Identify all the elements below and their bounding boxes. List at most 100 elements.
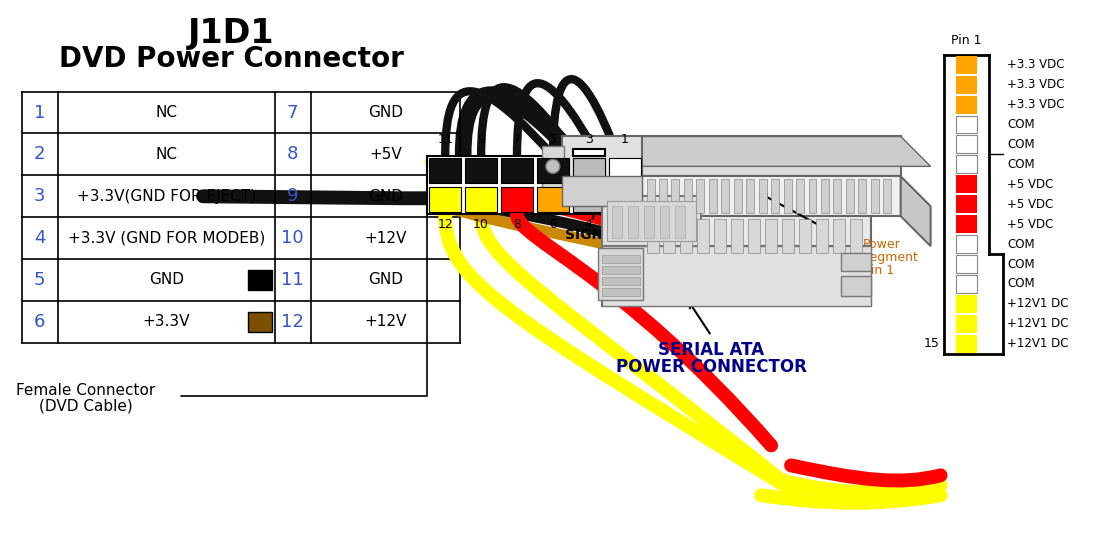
Polygon shape: [642, 176, 901, 216]
Bar: [627, 206, 637, 238]
Polygon shape: [562, 136, 642, 206]
Text: +12V1 DC: +12V1 DC: [1007, 297, 1069, 310]
Circle shape: [546, 160, 559, 173]
Bar: [465, 158, 497, 183]
Bar: [537, 158, 569, 183]
Text: Power: Power: [863, 238, 901, 251]
Text: 12: 12: [437, 218, 453, 231]
Bar: [684, 180, 692, 213]
Bar: [955, 116, 977, 133]
Text: COM: COM: [1007, 277, 1035, 290]
Bar: [871, 180, 878, 213]
Bar: [465, 187, 497, 212]
Text: 5: 5: [549, 133, 557, 146]
Bar: [850, 219, 862, 253]
Text: 3: 3: [585, 133, 593, 146]
Bar: [573, 150, 605, 156]
Text: +3.3V(GND FOR EJECT): +3.3V(GND FOR EJECT): [77, 189, 256, 203]
Bar: [608, 158, 641, 183]
Bar: [841, 253, 871, 271]
Bar: [955, 295, 977, 313]
Bar: [955, 76, 977, 93]
Text: 6: 6: [33, 313, 46, 331]
Bar: [734, 180, 742, 213]
Bar: [955, 175, 977, 193]
Bar: [841, 276, 871, 296]
Text: 11: 11: [281, 271, 304, 289]
Bar: [607, 201, 696, 241]
Bar: [955, 255, 977, 273]
Text: segment: segment: [863, 251, 917, 264]
Text: 7: 7: [513, 133, 522, 146]
Bar: [955, 235, 977, 253]
Text: COM: COM: [1007, 237, 1035, 251]
Text: COM: COM: [1007, 118, 1035, 131]
Bar: [427, 156, 643, 214]
Bar: [697, 219, 709, 253]
Bar: [746, 180, 754, 213]
Bar: [955, 156, 977, 173]
Bar: [955, 96, 977, 113]
Bar: [664, 219, 675, 253]
Text: +12V1 DC: +12V1 DC: [1007, 317, 1069, 330]
Bar: [502, 187, 533, 212]
Bar: [646, 219, 658, 253]
Text: 15: 15: [924, 337, 940, 350]
Bar: [714, 219, 726, 253]
Text: +3.3 VDC: +3.3 VDC: [1007, 58, 1065, 71]
Bar: [784, 180, 792, 213]
Bar: [833, 219, 845, 253]
Bar: [675, 206, 685, 238]
Text: 7: 7: [287, 103, 298, 122]
Bar: [732, 219, 743, 253]
Text: 1: 1: [620, 133, 628, 146]
Text: 8: 8: [513, 218, 522, 231]
Bar: [659, 206, 669, 238]
Text: +3.3 VDC: +3.3 VDC: [1007, 98, 1065, 111]
Text: +5 VDC: +5 VDC: [1007, 198, 1054, 211]
Text: +5 VDC: +5 VDC: [1007, 178, 1054, 191]
Bar: [833, 180, 842, 213]
Bar: [748, 219, 761, 253]
Bar: [429, 187, 461, 212]
Text: 5: 5: [33, 271, 46, 289]
Bar: [800, 219, 811, 253]
Bar: [955, 215, 977, 233]
Text: +12V1 DC: +12V1 DC: [1007, 337, 1069, 350]
Text: GND: GND: [368, 105, 403, 120]
Text: pin 1: pin 1: [863, 264, 894, 277]
Text: SERIAL ATA: SERIAL ATA: [658, 341, 764, 359]
Text: COM: COM: [1007, 138, 1035, 151]
Bar: [248, 270, 271, 290]
Text: GND: GND: [368, 272, 403, 287]
Bar: [644, 206, 654, 238]
Bar: [429, 158, 461, 183]
Text: +12V: +12V: [365, 314, 407, 329]
Polygon shape: [562, 176, 642, 206]
Text: 9: 9: [477, 133, 485, 146]
Bar: [542, 146, 564, 201]
Text: 3: 3: [33, 187, 46, 205]
Text: 4: 4: [33, 229, 46, 247]
Text: 2: 2: [33, 146, 46, 163]
Text: COM: COM: [1007, 257, 1035, 271]
Text: 8: 8: [287, 146, 298, 163]
Bar: [573, 158, 605, 183]
Bar: [858, 180, 866, 213]
Text: SIGNAL: SIGNAL: [565, 228, 623, 242]
Text: (DVD Cable): (DVD Cable): [39, 398, 132, 413]
Text: 10: 10: [474, 218, 489, 231]
Bar: [608, 187, 641, 212]
Bar: [808, 180, 816, 213]
Text: 1: 1: [33, 103, 46, 122]
Bar: [537, 187, 569, 212]
Bar: [796, 180, 804, 213]
Bar: [696, 180, 704, 213]
Bar: [602, 266, 639, 274]
Text: 11: 11: [437, 133, 453, 146]
Bar: [955, 136, 977, 153]
Polygon shape: [642, 136, 931, 166]
Bar: [248, 312, 271, 332]
Bar: [602, 277, 639, 285]
Bar: [612, 206, 622, 238]
